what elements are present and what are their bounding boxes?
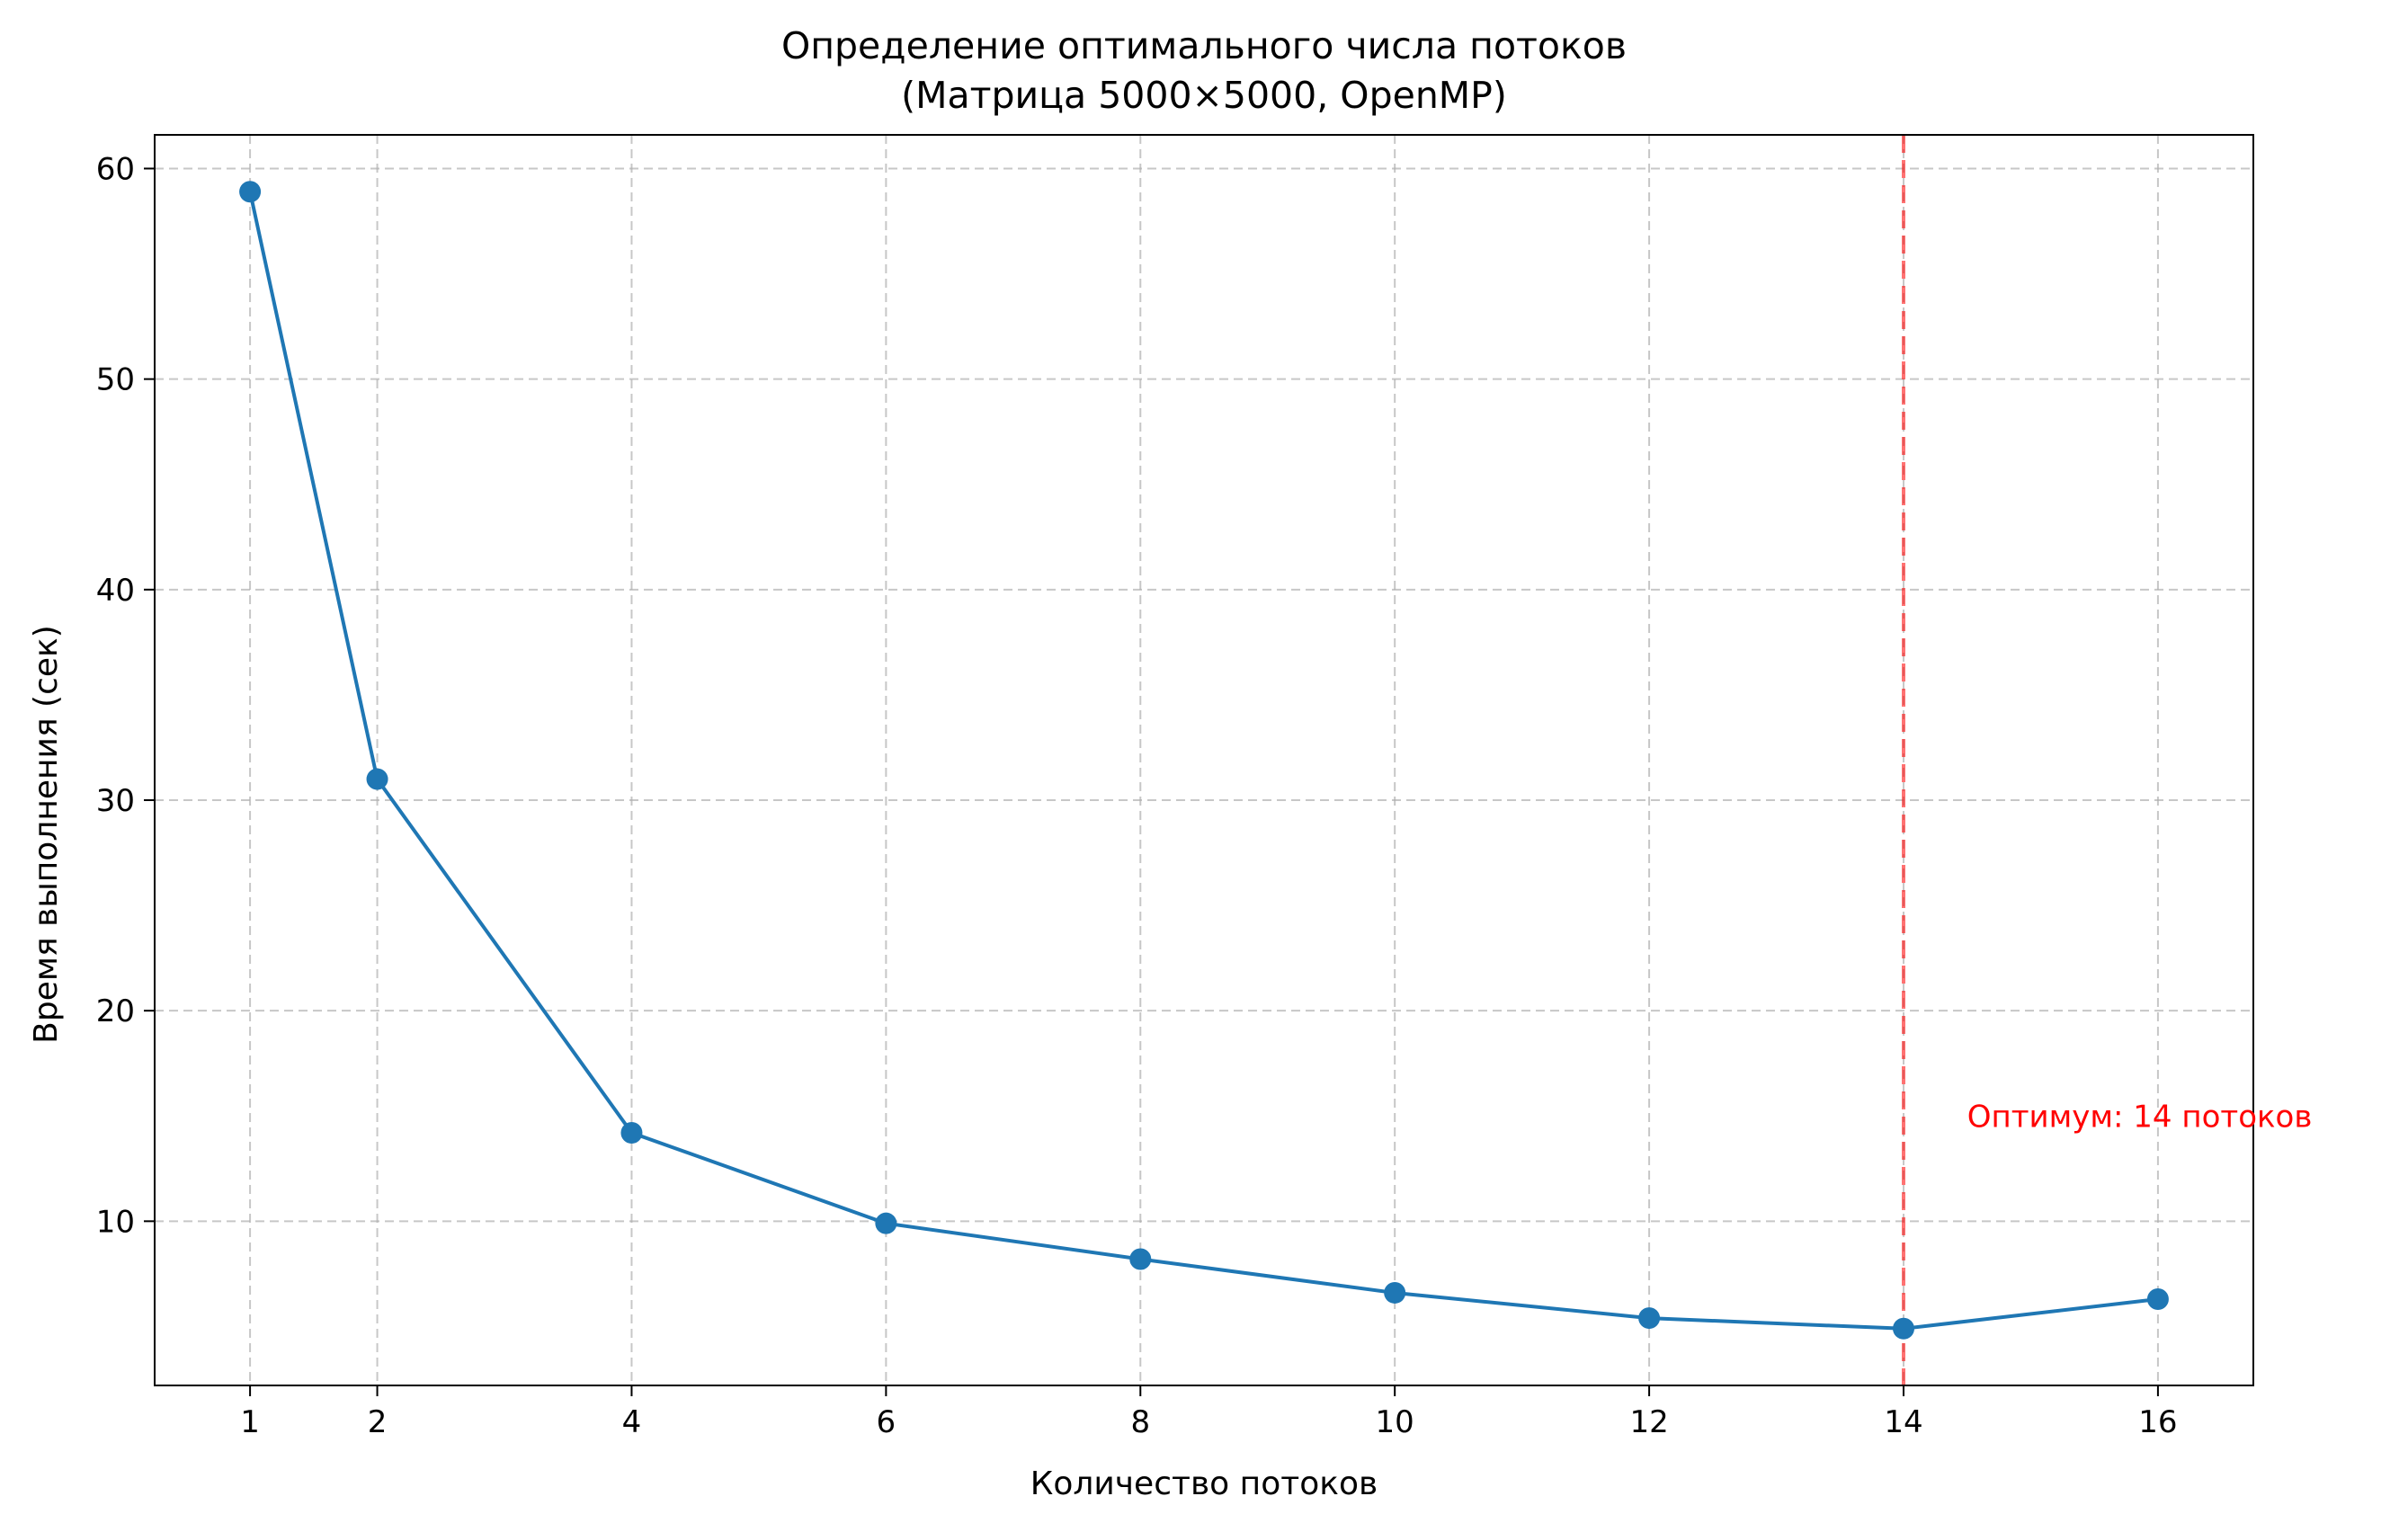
optimum-annotation: Оптимум: 14 потоков [1967,1099,2313,1135]
data-point [875,1212,897,1234]
y-tick-label: 30 [96,783,135,819]
data-point [366,768,388,790]
y-tick-label: 40 [96,573,135,609]
data-point [1384,1281,1406,1304]
x-tick-label: 14 [1884,1404,1922,1440]
y-tick-label: 60 [96,151,135,187]
x-tick-label: 1 [240,1404,260,1440]
x-tick-label: 2 [368,1404,388,1440]
x-tick-label: 6 [877,1404,896,1440]
y-tick-label: 10 [96,1204,135,1240]
y-axis-ticks: 10 20 30 40 50 60 [96,151,155,1240]
series-line [248,191,2159,1331]
plot-frame [154,134,2254,1386]
x-tick-label: 12 [1629,1404,1668,1440]
data-point [239,181,262,203]
y-axis-label: Время выполнения (сек) [28,625,65,1044]
grid [155,135,2253,1385]
x-axis-ticks: 1 2 4 6 8 10 12 14 16 [240,1385,2178,1440]
data-point [2146,1287,2169,1310]
x-tick-label: 8 [1130,1404,1150,1440]
chart-subtitle: (Матрица 5000×5000, OpenMP) [901,74,1507,117]
data-point [620,1121,643,1144]
data-point [1129,1248,1152,1270]
x-tick-label: 16 [2138,1404,2177,1440]
x-tick-label: 10 [1376,1404,1414,1440]
y-tick-label: 50 [96,362,135,398]
data-point [1893,1317,1914,1340]
x-axis-label: Количество потоков [1030,1465,1378,1502]
data-point [1638,1307,1661,1330]
x-tick-label: 4 [622,1404,642,1440]
chart-title: Определение оптимального числа потоков [781,24,1627,67]
y-tick-label: 20 [96,993,135,1029]
series-layer [239,181,2169,1340]
